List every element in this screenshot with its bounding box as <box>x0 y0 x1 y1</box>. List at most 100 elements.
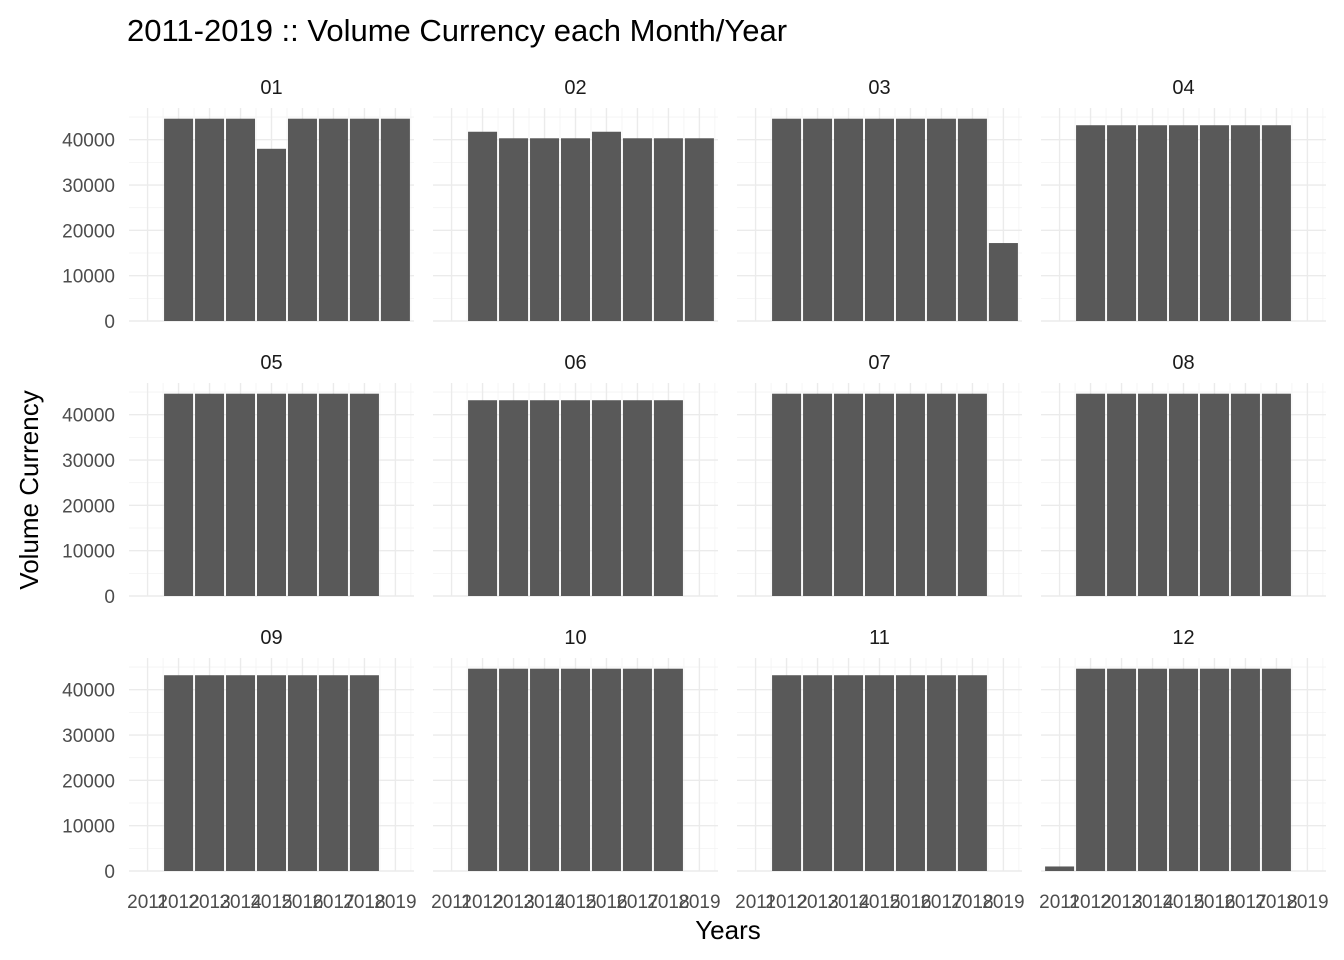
x-tick-label: 2019 <box>982 892 1024 913</box>
facet-panel-04: 04 <box>1041 77 1326 322</box>
bar-01-2018 <box>349 118 379 322</box>
bar-05-2014 <box>226 393 256 596</box>
bar-09-2018 <box>349 675 379 871</box>
bar-05-2012 <box>164 393 194 596</box>
bar-04-2015 <box>1169 125 1198 321</box>
y-axis-title: Volume Currency <box>14 390 44 589</box>
bar-03-2017 <box>926 118 956 322</box>
x-tick-label: 2019 <box>678 892 720 913</box>
bar-01-2019 <box>380 118 410 322</box>
x-tick-label: 2013 <box>188 892 230 913</box>
bar-06-2012 <box>468 400 498 596</box>
bar-06-2014 <box>530 400 560 596</box>
bar-05-2015 <box>257 393 286 596</box>
bar-04-2018 <box>1261 125 1291 321</box>
facet-panel-05: 05 0 10000 20000 30000 40000 <box>62 352 414 608</box>
bar-12-2015 <box>1169 668 1198 871</box>
y-tick-label: 30000 <box>62 726 115 747</box>
y-tick-label: 0 <box>104 862 115 883</box>
bar-01-2015 <box>257 148 286 321</box>
facet-strip-label: 03 <box>868 77 890 99</box>
x-tick-label: 2017 <box>312 892 354 913</box>
bar-05-2018 <box>349 393 379 596</box>
bar-06-2013 <box>499 400 529 596</box>
facet-strip-label: 06 <box>564 352 586 374</box>
facet-strip-label: 08 <box>1172 352 1194 374</box>
y-tick-label: 20000 <box>62 221 115 242</box>
y-tick-label: 40000 <box>62 406 115 427</box>
x-tick-label: 2015 <box>858 892 900 913</box>
bar-11-2017 <box>926 675 956 871</box>
bar-12-2011 <box>1045 866 1075 871</box>
bar-02-2017 <box>622 138 652 321</box>
facet-panel-03: 03 <box>737 77 1022 322</box>
bar-07-2017 <box>926 393 956 596</box>
x-tick-label: 2014 <box>523 892 566 913</box>
x-tick-label: 2017 <box>1224 892 1266 913</box>
bar-01-2014 <box>226 118 256 322</box>
x-tick-label: 2011 <box>431 892 472 913</box>
x-tick-label: 2018 <box>647 892 689 913</box>
y-tick-label: 10000 <box>62 267 115 288</box>
bar-12-2013 <box>1107 668 1137 871</box>
bar-03-2015 <box>865 118 894 322</box>
bar-06-2016 <box>591 400 621 596</box>
bar-02-2015 <box>561 138 590 321</box>
y-tick-label: 20000 <box>62 496 115 517</box>
facet-strip-label: 09 <box>260 627 282 649</box>
bar-09-2015 <box>257 675 286 871</box>
bar-08-2013 <box>1107 393 1137 596</box>
bar-06-2015 <box>561 400 590 596</box>
x-tick-label: 2012 <box>1069 892 1111 913</box>
y-tick-label: 30000 <box>62 451 115 472</box>
bar-01-2016 <box>287 118 317 322</box>
bar-07-2015 <box>865 393 894 596</box>
facet-strip-label: 07 <box>868 352 890 374</box>
bar-03-2014 <box>834 118 864 322</box>
bar-02-2012 <box>468 131 498 321</box>
facet-panel-02: 02 <box>433 77 718 322</box>
bar-10-2017 <box>622 668 652 871</box>
bar-05-2017 <box>318 393 348 596</box>
bar-05-2013 <box>195 393 225 596</box>
x-tick-label: 2012 <box>461 892 503 913</box>
bar-04-2014 <box>1138 125 1168 321</box>
x-tick-label: 2011 <box>735 892 776 913</box>
bar-08-2012 <box>1076 393 1106 596</box>
x-axis-title: Years <box>695 915 761 945</box>
facet-strip-label: 01 <box>260 77 282 99</box>
bar-09-2013 <box>195 675 225 871</box>
x-tick-label: 2018 <box>1255 892 1297 913</box>
bar-11-2015 <box>865 675 894 871</box>
x-tick-label: 2011 <box>1039 892 1080 913</box>
bar-04-2017 <box>1230 125 1260 321</box>
bar-08-2018 <box>1261 393 1291 596</box>
bar-02-2013 <box>499 138 529 321</box>
bar-07-2018 <box>957 393 987 596</box>
bar-10-2015 <box>561 668 590 871</box>
x-tick-label: 2014 <box>1131 892 1174 913</box>
bar-05-2016 <box>287 393 317 596</box>
bar-10-2016 <box>591 668 621 871</box>
x-tick-label: 2012 <box>765 892 807 913</box>
y-tick-label: 40000 <box>62 131 115 152</box>
x-tick-label: 2013 <box>1100 892 1142 913</box>
x-tick-label: 2019 <box>374 892 416 913</box>
bar-04-2016 <box>1199 125 1229 321</box>
facet-panel-07: 07 <box>737 352 1022 597</box>
x-tick-label: 2011 <box>127 892 168 913</box>
facet-panel-01: 01 0 10000 20000 30000 40000 <box>62 77 414 333</box>
bar-12-2016 <box>1199 668 1229 871</box>
bar-01-2012 <box>164 118 194 322</box>
bar-01-2013 <box>195 118 225 322</box>
x-tick-label: 2017 <box>616 892 658 913</box>
x-tick-label: 2016 <box>585 892 627 913</box>
x-tick-label: 2012 <box>157 892 199 913</box>
bar-11-2013 <box>803 675 833 871</box>
x-tick-label: 2014 <box>219 892 262 913</box>
